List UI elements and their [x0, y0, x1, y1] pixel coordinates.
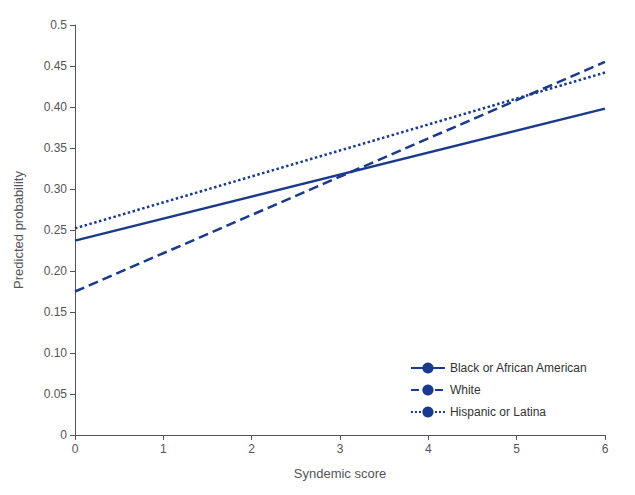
- svg-text:4: 4: [425, 442, 432, 456]
- svg-text:0.35: 0.35: [44, 141, 68, 155]
- svg-text:3: 3: [337, 442, 344, 456]
- svg-text:Black or African American: Black or African American: [450, 361, 587, 375]
- svg-text:0: 0: [72, 442, 79, 456]
- svg-text:0.10: 0.10: [44, 346, 68, 360]
- svg-text:0.15: 0.15: [44, 305, 68, 319]
- svg-text:6: 6: [602, 442, 609, 456]
- svg-text:0.20: 0.20: [44, 264, 68, 278]
- svg-text:0.5: 0.5: [50, 18, 67, 32]
- svg-text:0.05: 0.05: [44, 387, 68, 401]
- svg-text:0.40: 0.40: [44, 100, 68, 114]
- svg-text:5: 5: [513, 442, 520, 456]
- svg-text:1: 1: [160, 442, 167, 456]
- svg-text:0: 0: [60, 428, 67, 442]
- svg-text:Hispanic or Latina: Hispanic or Latina: [450, 405, 546, 419]
- svg-text:0.30: 0.30: [44, 182, 68, 196]
- svg-text:0.45: 0.45: [44, 59, 68, 73]
- svg-text:0.25: 0.25: [44, 223, 68, 237]
- svg-text:Predicted probability: Predicted probability: [11, 171, 26, 289]
- svg-text:2: 2: [248, 442, 255, 456]
- svg-text:Syndemic score: Syndemic score: [294, 466, 386, 481]
- svg-text:White: White: [450, 383, 481, 397]
